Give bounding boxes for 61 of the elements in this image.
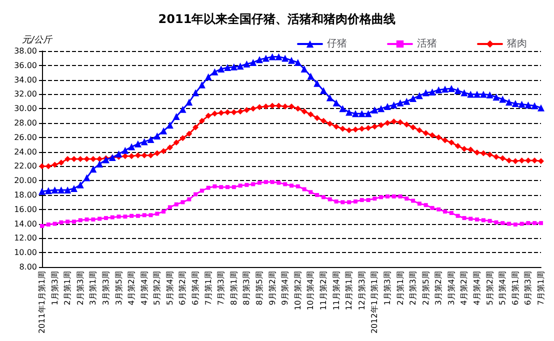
x-tick-label: 9月第4周 <box>280 271 290 306</box>
x-tick-label: 5月第4周 <box>498 271 508 306</box>
y-axis-title: 元/公斤 <box>22 34 54 46</box>
x-tick-label: 1月第3周 <box>382 271 392 306</box>
x-tick-label: 11月第4周 <box>332 271 341 310</box>
x-tick-label: 4月第4周 <box>472 271 482 306</box>
x-tick-label: 4月第4周 <box>140 271 149 306</box>
x-tick-label: 2月第1周 <box>63 271 72 306</box>
y-tick-label: 12.00 <box>14 234 37 243</box>
x-tick-label: 3月第3周 <box>101 271 110 306</box>
x-tick-label: 5月第2周 <box>152 271 162 306</box>
x-tick-label: 2月第5周 <box>421 271 430 306</box>
x-tick-label: 7月第3周 <box>216 271 226 306</box>
legend-label: 猪肉 <box>507 38 527 50</box>
y-tick-label: 22.00 <box>14 162 37 171</box>
x-tick-label: 8月第3周 <box>242 271 252 306</box>
x-tick-label: 5月第2周 <box>485 271 494 306</box>
y-tick-label: 10.00 <box>14 248 37 258</box>
legend-label: 活猪 <box>417 38 437 50</box>
y-tick-label: 36.00 <box>14 60 37 70</box>
chart-title: 2011年以来全国仔猪、活猪和猪肉价格曲线 <box>158 12 396 26</box>
x-tick-label: 2月第1周 <box>396 271 405 306</box>
x-tick-label: 1月第3周 <box>50 271 60 306</box>
x-tick-label: 6月第3周 <box>524 271 533 306</box>
x-tick-label: 2月第3周 <box>76 271 85 306</box>
x-tick-label: 3月第2周 <box>434 271 444 306</box>
x-tick-label: 3月第5周 <box>114 271 124 306</box>
x-tick-label: 7月第1周 <box>536 271 546 306</box>
x-tick-label: 8月第1周 <box>229 271 238 306</box>
x-tick-label: 8月第5周 <box>255 271 264 306</box>
y-tick-label: 20.00 <box>14 176 37 186</box>
x-tick-label: 2011年1月第1周 <box>38 271 46 334</box>
y-tick-label: 16.00 <box>14 204 37 214</box>
x-tick-label: 6月第4周 <box>191 271 200 306</box>
x-tick-label: 12月第3周 <box>357 271 366 310</box>
y-tick-label: 28.00 <box>14 118 37 128</box>
y-tick-label: 38.00 <box>14 46 37 56</box>
x-tick-label: 4月第2周 <box>460 271 469 306</box>
x-tick-label: 12月第1周 <box>344 271 354 310</box>
x-tick-label: 2012年1月第1周 <box>370 271 380 334</box>
y-tick-label: 18.00 <box>14 190 37 200</box>
y-tick-label: 8.00 <box>19 262 37 272</box>
y-tick-label: 26.00 <box>14 132 37 142</box>
x-tick-label: 9月第2周 <box>268 271 277 306</box>
y-tick-label: 24.00 <box>14 147 37 156</box>
legend-label: 仔猪 <box>327 38 347 50</box>
x-tick-label: 6月第2周 <box>178 271 188 306</box>
x-tick-label: 3月第1周 <box>88 271 98 306</box>
x-tick-label: 3月第4周 <box>446 271 456 306</box>
x-tick-label: 7月第1周 <box>204 271 213 306</box>
x-tick-label: 10月第2周 <box>293 271 302 310</box>
x-tick-label: 6月第1周 <box>510 271 520 306</box>
y-tick-label: 14.00 <box>14 219 37 228</box>
y-tick-label: 34.00 <box>14 75 37 84</box>
y-tick-label: 32.00 <box>14 90 37 99</box>
x-tick-label: 5月第4周 <box>165 271 174 306</box>
x-tick-label: 4月第2周 <box>127 271 136 306</box>
x-tick-label: 10月第4周 <box>306 271 316 310</box>
y-tick-label: 30.00 <box>14 104 37 114</box>
x-tick-label: 2月第3周 <box>408 271 418 306</box>
x-tick-label: 11月第2周 <box>318 271 328 310</box>
